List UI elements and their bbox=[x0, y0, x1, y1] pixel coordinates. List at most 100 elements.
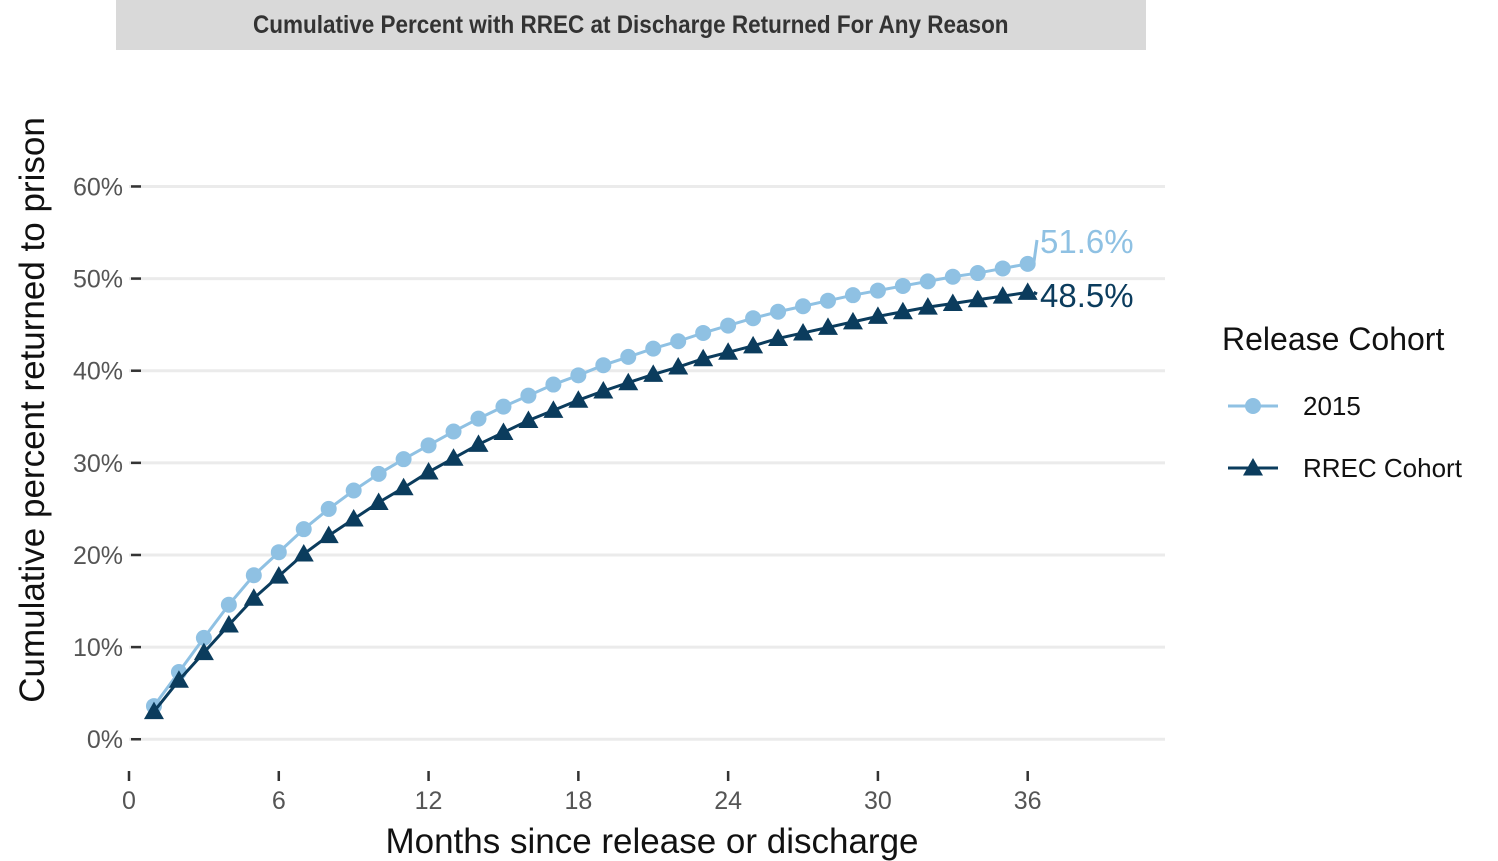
x-tick-label: 30 bbox=[864, 787, 892, 815]
y-tick-label: 60% bbox=[73, 173, 123, 201]
series-layer: 51.6% 48.5% bbox=[143, 223, 1134, 720]
data-point bbox=[917, 297, 938, 315]
x-axis-title: Months since release or discharge bbox=[385, 822, 918, 861]
data-point bbox=[743, 335, 764, 354]
data-point bbox=[867, 306, 888, 324]
data-point bbox=[819, 292, 836, 309]
x-tick-label: 36 bbox=[1014, 787, 1042, 815]
data-point bbox=[793, 322, 814, 341]
end-label: 51.6% bbox=[1040, 223, 1134, 260]
data-point bbox=[495, 398, 512, 415]
data-point bbox=[393, 477, 414, 496]
data-point bbox=[645, 340, 662, 357]
data-point bbox=[245, 567, 262, 584]
data-point bbox=[842, 311, 863, 330]
data-point bbox=[395, 451, 412, 468]
data-point bbox=[295, 521, 312, 538]
data-point bbox=[168, 670, 189, 688]
data-point bbox=[944, 268, 961, 285]
data-point bbox=[418, 462, 439, 480]
legend-title: Release Cohort bbox=[1222, 321, 1444, 357]
end-label-leader bbox=[1032, 239, 1039, 265]
data-point bbox=[318, 525, 339, 544]
data-point bbox=[869, 282, 886, 299]
data-point bbox=[745, 310, 762, 327]
data-point bbox=[470, 410, 487, 427]
data-point bbox=[443, 448, 464, 466]
data-point bbox=[670, 333, 687, 350]
data-point bbox=[817, 317, 838, 335]
data-point bbox=[720, 317, 737, 334]
series-line bbox=[152, 290, 1028, 713]
data-point bbox=[643, 364, 664, 382]
data-point bbox=[942, 293, 963, 311]
data-point bbox=[768, 328, 789, 346]
x-tick-label: 6 bbox=[272, 787, 286, 815]
series-line bbox=[152, 262, 1028, 707]
axes: 0% 10% 20% 30% 40% 50% 60% 0 6 12 18 24 30 36 bbox=[73, 173, 1042, 815]
legend-label: RREC Cohort bbox=[1303, 453, 1463, 483]
data-point bbox=[570, 367, 587, 384]
data-point bbox=[420, 437, 437, 454]
legend-label: 2015 bbox=[1303, 391, 1361, 421]
data-point bbox=[695, 324, 712, 341]
y-tick-label: 0% bbox=[87, 726, 123, 754]
data-point bbox=[370, 465, 387, 482]
x-tick-label: 18 bbox=[564, 787, 592, 815]
data-point bbox=[445, 423, 462, 440]
data-point bbox=[268, 566, 289, 584]
y-tick-label: 10% bbox=[73, 634, 123, 662]
data-point bbox=[620, 348, 637, 365]
data-point bbox=[1245, 398, 1261, 414]
data-point bbox=[1243, 458, 1263, 476]
data-point bbox=[518, 410, 539, 428]
x-tick-label: 0 bbox=[122, 787, 136, 815]
data-point bbox=[543, 400, 564, 418]
data-point bbox=[892, 301, 913, 320]
data-point bbox=[770, 303, 787, 320]
data-point bbox=[193, 642, 214, 661]
data-point bbox=[243, 588, 264, 606]
data-point bbox=[668, 357, 689, 375]
data-point bbox=[568, 390, 589, 408]
data-point bbox=[270, 544, 287, 561]
data-point bbox=[693, 348, 714, 367]
data-point bbox=[795, 298, 812, 315]
data-point bbox=[493, 422, 514, 440]
y-tick-label: 40% bbox=[73, 358, 123, 386]
data-point bbox=[468, 434, 489, 452]
data-point bbox=[969, 265, 986, 282]
grid-lines bbox=[129, 184, 1165, 741]
end-label-leader bbox=[1033, 291, 1038, 296]
chart-title: Cumulative Percent with RREC at Discharg… bbox=[253, 10, 1009, 39]
data-point bbox=[1019, 255, 1036, 272]
data-point bbox=[545, 376, 562, 393]
data-point bbox=[967, 289, 988, 308]
y-axis-title: Cumulative percent returned to prison bbox=[13, 117, 52, 703]
data-point bbox=[593, 380, 614, 399]
data-point bbox=[595, 357, 612, 374]
data-point bbox=[1017, 282, 1038, 300]
data-point bbox=[143, 701, 164, 720]
data-point bbox=[195, 629, 212, 646]
data-point bbox=[345, 482, 362, 499]
chart-title-strip: Cumulative Percent with RREC at Discharg… bbox=[116, 0, 1146, 50]
data-point bbox=[992, 286, 1013, 304]
data-point bbox=[343, 509, 364, 527]
data-point bbox=[718, 342, 739, 360]
data-point bbox=[368, 492, 389, 510]
data-point bbox=[894, 277, 911, 294]
end-label: 48.5% bbox=[1040, 277, 1134, 314]
y-tick-label: 20% bbox=[73, 542, 123, 570]
x-tick-label: 12 bbox=[415, 787, 443, 815]
data-point bbox=[218, 614, 239, 633]
data-point bbox=[844, 287, 861, 304]
data-point bbox=[293, 544, 314, 562]
data-point bbox=[320, 500, 337, 517]
y-tick-label: 30% bbox=[73, 450, 123, 478]
data-point bbox=[220, 596, 237, 613]
data-point bbox=[520, 387, 537, 404]
data-point bbox=[994, 260, 1011, 277]
data-point bbox=[618, 372, 639, 391]
